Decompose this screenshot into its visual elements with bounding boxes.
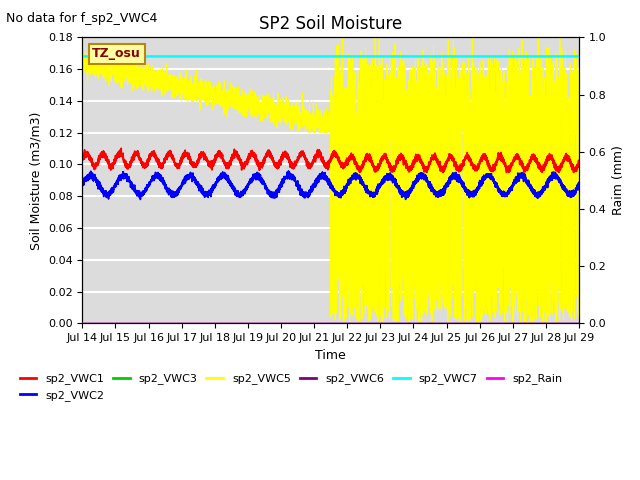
Legend: sp2_VWC1, sp2_VWC2, sp2_VWC3, sp2_VWC5, sp2_VWC6, sp2_VWC7, sp2_Rain: sp2_VWC1, sp2_VWC2, sp2_VWC3, sp2_VWC5, … — [15, 369, 566, 405]
X-axis label: Time: Time — [316, 349, 346, 362]
Text: No data for f_sp2_VWC4: No data for f_sp2_VWC4 — [6, 12, 158, 25]
Y-axis label: Soil Moisture (m3/m3): Soil Moisture (m3/m3) — [29, 111, 42, 250]
Text: TZ_osu: TZ_osu — [92, 48, 141, 60]
Title: SP2 Soil Moisture: SP2 Soil Moisture — [259, 15, 403, 33]
Y-axis label: Raim (mm): Raim (mm) — [612, 145, 625, 216]
